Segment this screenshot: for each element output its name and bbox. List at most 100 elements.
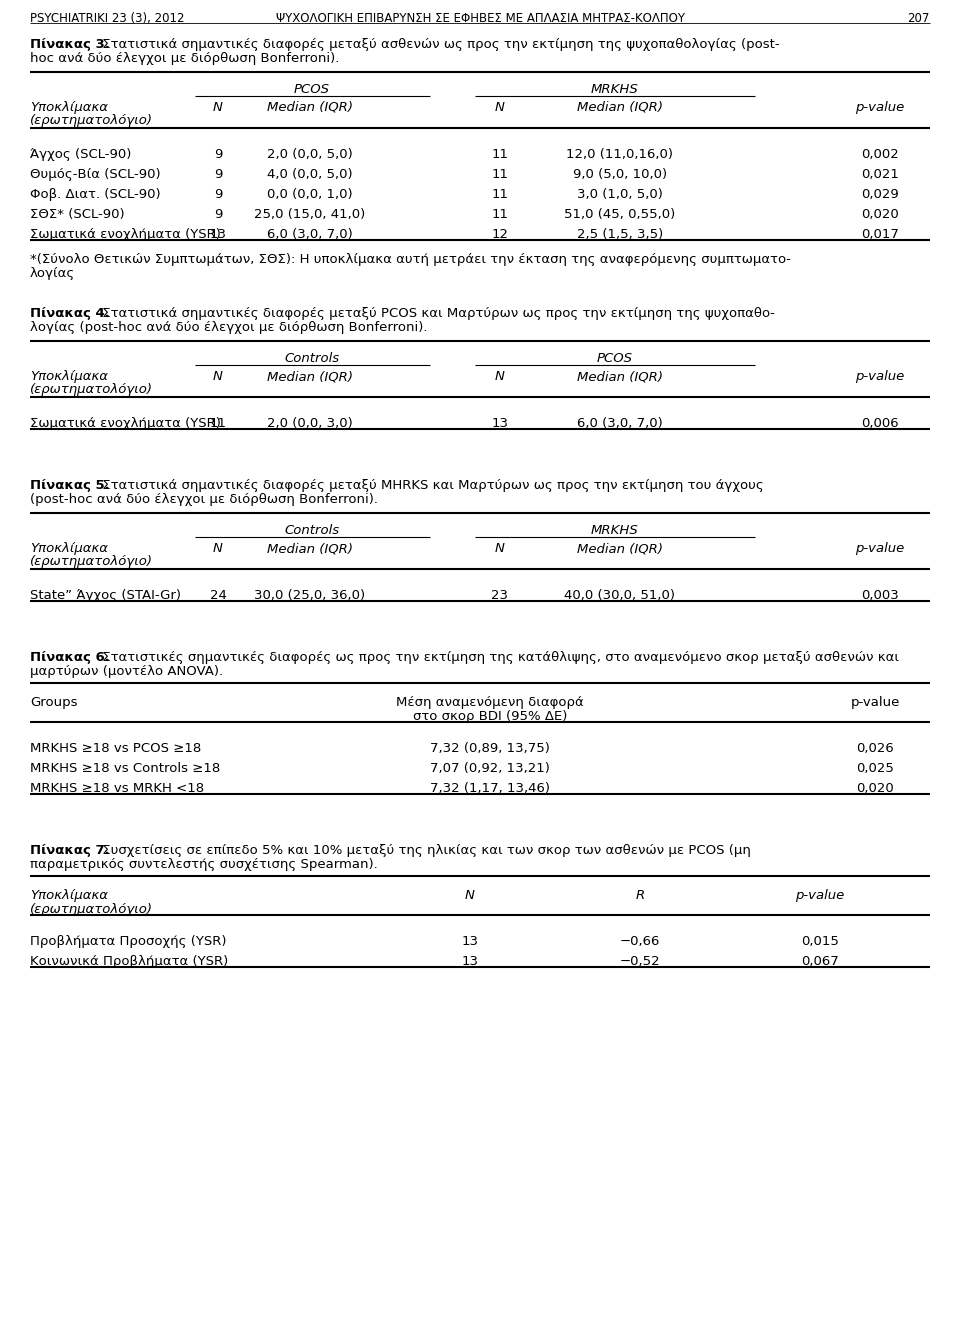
Text: 0,067: 0,067 xyxy=(802,954,839,968)
Text: λογίας: λογίας xyxy=(30,267,75,280)
Text: 11: 11 xyxy=(492,148,509,161)
Text: Groups: Groups xyxy=(30,696,78,709)
Text: παραμετρικός συντελεστής συσχέτισης Spearman).: παραμετρικός συντελεστής συσχέτισης Spea… xyxy=(30,858,377,871)
Text: MRKHS: MRKHS xyxy=(591,83,638,96)
Text: Σωματικά ενοχλήματα (YSR): Σωματικά ενοχλήματα (YSR) xyxy=(30,228,221,242)
Text: (ερωτηματολόγιο): (ερωτηματολόγιο) xyxy=(30,114,153,127)
Text: 12,0 (11,0,16,0): 12,0 (11,0,16,0) xyxy=(566,148,674,161)
Text: 13: 13 xyxy=(209,228,227,242)
Text: 0,029: 0,029 xyxy=(861,187,899,201)
Text: 51,0 (45, 0,55,0): 51,0 (45, 0,55,0) xyxy=(564,209,676,220)
Text: p-value: p-value xyxy=(855,543,904,554)
Text: Πίνακας 4.: Πίνακας 4. xyxy=(30,308,109,319)
Text: Median (IQR): Median (IQR) xyxy=(267,543,353,554)
Text: Άγχος (SCL-90): Άγχος (SCL-90) xyxy=(30,148,132,161)
Text: 0,020: 0,020 xyxy=(861,209,899,220)
Text: 30,0 (25,0, 36,0): 30,0 (25,0, 36,0) xyxy=(254,589,366,602)
Text: State” Άγχος (STAI-Gr): State” Άγχος (STAI-Gr) xyxy=(30,589,181,602)
Text: 9: 9 xyxy=(214,187,222,201)
Text: Median (IQR): Median (IQR) xyxy=(577,102,663,114)
Text: *(Σύνολο Θετικών Συμπτωμάτων, ΣΘΣ): Η υποκλίμακα αυτή μετράει την έκταση της ανα: *(Σύνολο Θετικών Συμπτωμάτων, ΣΘΣ): Η υπ… xyxy=(30,253,791,267)
Text: Median (IQR): Median (IQR) xyxy=(577,370,663,383)
Text: στο σκορ BDI (95% ΔΕ): στο σκορ BDI (95% ΔΕ) xyxy=(413,710,567,723)
Text: 2,0 (0,0, 3,0): 2,0 (0,0, 3,0) xyxy=(267,417,353,430)
Text: 7,32 (0,89, 13,75): 7,32 (0,89, 13,75) xyxy=(430,742,550,755)
Text: p-value: p-value xyxy=(855,102,904,114)
Text: 11: 11 xyxy=(492,168,509,181)
Text: Πίνακας 7.: Πίνακας 7. xyxy=(30,843,109,857)
Text: −0,66: −0,66 xyxy=(620,935,660,948)
Text: p-value: p-value xyxy=(796,888,845,902)
Text: Μέση αναμενόμενη διαφορά: Μέση αναμενόμενη διαφορά xyxy=(396,696,584,709)
Text: Υποκλίμακα: Υποκλίμακα xyxy=(30,370,108,383)
Text: PCOS: PCOS xyxy=(597,352,633,366)
Text: p-value: p-value xyxy=(851,696,900,709)
Text: 6,0 (3,0, 7,0): 6,0 (3,0, 7,0) xyxy=(577,417,662,430)
Text: N: N xyxy=(495,543,505,554)
Text: N: N xyxy=(213,543,223,554)
Text: Κοινωνικά Προβλήματα (YSR): Κοινωνικά Προβλήματα (YSR) xyxy=(30,954,228,968)
Text: Στατιστικά σημαντικές διαφορές μεταξύ PCOS και Μαρτύρων ως προς την εκτίμηση της: Στατιστικά σημαντικές διαφορές μεταξύ PC… xyxy=(98,308,775,319)
Text: 24: 24 xyxy=(209,589,227,602)
Text: Υποκλίμακα: Υποκλίμακα xyxy=(30,543,108,554)
Text: Σωματικά ενοχλήματα (YSR): Σωματικά ενοχλήματα (YSR) xyxy=(30,417,221,430)
Text: Προβλήματα Προσοχής (YSR): Προβλήματα Προσοχής (YSR) xyxy=(30,935,227,948)
Text: 0,006: 0,006 xyxy=(861,417,899,430)
Text: Πίνακας 6.: Πίνακας 6. xyxy=(30,651,109,664)
Text: PSYCHIATRIKI 23 (3), 2012: PSYCHIATRIKI 23 (3), 2012 xyxy=(30,12,184,25)
Text: 0,003: 0,003 xyxy=(861,589,899,602)
Text: λογίας (post-hoc ανά δύο έλεγχοι με διόρθωση Bonferroni).: λογίας (post-hoc ανά δύο έλεγχοι με διόρ… xyxy=(30,321,427,334)
Text: Πίνακας 5.: Πίνακας 5. xyxy=(30,479,109,492)
Text: MRKHS ≥18 vs MRKH <18: MRKHS ≥18 vs MRKH <18 xyxy=(30,781,204,795)
Text: N: N xyxy=(495,102,505,114)
Text: 2,5 (1,5, 3,5): 2,5 (1,5, 3,5) xyxy=(577,228,663,242)
Text: 13: 13 xyxy=(492,417,509,430)
Text: 9: 9 xyxy=(214,168,222,181)
Text: ΨΥΧΟΛΟΓΙΚΗ ΕΠΙΒΑΡΥΝΣΗ ΣΕ ΕΦΗΒΕΣ ΜΕ ΑΠΛΑΣΙΑ ΜΗΤΡΑΣ-ΚΟΛΠΟΥ: ΨΥΧΟΛΟΓΙΚΗ ΕΠΙΒΑΡΥΝΣΗ ΣΕ ΕΦΗΒΕΣ ΜΕ ΑΠΛΑΣ… xyxy=(276,12,684,25)
Text: 23: 23 xyxy=(492,589,509,602)
Text: Στατιστικά σημαντικές διαφορές μεταξύ MHRKS και Μαρτύρων ως προς την εκτίμηση το: Στατιστικά σημαντικές διαφορές μεταξύ MH… xyxy=(98,479,764,492)
Text: 7,32 (1,17, 13,46): 7,32 (1,17, 13,46) xyxy=(430,781,550,795)
Text: 9: 9 xyxy=(214,209,222,220)
Text: 0,020: 0,020 xyxy=(856,781,894,795)
Text: (ερωτηματολόγιο): (ερωτηματολόγιο) xyxy=(30,554,153,568)
Text: 12: 12 xyxy=(492,228,509,242)
Text: 40,0 (30,0, 51,0): 40,0 (30,0, 51,0) xyxy=(564,589,676,602)
Text: Controls: Controls xyxy=(284,524,340,537)
Text: Median (IQR): Median (IQR) xyxy=(577,543,663,554)
Text: 11: 11 xyxy=(492,187,509,201)
Text: −0,52: −0,52 xyxy=(620,954,660,968)
Text: PCOS: PCOS xyxy=(294,83,330,96)
Text: Στατιστικά σημαντικές διαφορές μεταξύ ασθενών ως προς την εκτίμηση της ψυχοπαθολ: Στατιστικά σημαντικές διαφορές μεταξύ ασ… xyxy=(98,38,780,51)
Text: 0,002: 0,002 xyxy=(861,148,899,161)
Text: 13: 13 xyxy=(462,935,478,948)
Text: (ερωτηματολόγιο): (ερωτηματολόγιο) xyxy=(30,903,153,916)
Text: 9: 9 xyxy=(214,148,222,161)
Text: Median (IQR): Median (IQR) xyxy=(267,370,353,383)
Text: MRKHS: MRKHS xyxy=(591,524,638,537)
Text: ΣΘΣ* (SCL-90): ΣΘΣ* (SCL-90) xyxy=(30,209,125,220)
Text: 0,025: 0,025 xyxy=(856,762,894,775)
Text: 0,021: 0,021 xyxy=(861,168,899,181)
Text: R: R xyxy=(636,888,644,902)
Text: N: N xyxy=(465,888,475,902)
Text: Υποκλίμακα: Υποκλίμακα xyxy=(30,102,108,114)
Text: 3,0 (1,0, 5,0): 3,0 (1,0, 5,0) xyxy=(577,187,663,201)
Text: 0,026: 0,026 xyxy=(856,742,894,755)
Text: Controls: Controls xyxy=(284,352,340,366)
Text: 13: 13 xyxy=(462,954,478,968)
Text: 25,0 (15,0, 41,0): 25,0 (15,0, 41,0) xyxy=(254,209,366,220)
Text: Στατιστικές σημαντικές διαφορές ως προς την εκτίμηση της κατάθλιψης, στο αναμενό: Στατιστικές σημαντικές διαφορές ως προς … xyxy=(98,651,899,664)
Text: μαρτύρων (μοντέλο ANOVA).: μαρτύρων (μοντέλο ANOVA). xyxy=(30,665,223,678)
Text: N: N xyxy=(213,102,223,114)
Text: 2,0 (0,0, 5,0): 2,0 (0,0, 5,0) xyxy=(267,148,353,161)
Text: 4,0 (0,0, 5,0): 4,0 (0,0, 5,0) xyxy=(267,168,353,181)
Text: 6,0 (3,0, 7,0): 6,0 (3,0, 7,0) xyxy=(267,228,353,242)
Text: 0,0 (0,0, 1,0): 0,0 (0,0, 1,0) xyxy=(267,187,353,201)
Text: (ερωτηματολόγιο): (ερωτηματολόγιο) xyxy=(30,383,153,396)
Text: Θυμός-Βία (SCL-90): Θυμός-Βία (SCL-90) xyxy=(30,168,160,181)
Text: 9,0 (5,0, 10,0): 9,0 (5,0, 10,0) xyxy=(573,168,667,181)
Text: 11: 11 xyxy=(492,209,509,220)
Text: 0,017: 0,017 xyxy=(861,228,899,242)
Text: Median (IQR): Median (IQR) xyxy=(267,102,353,114)
